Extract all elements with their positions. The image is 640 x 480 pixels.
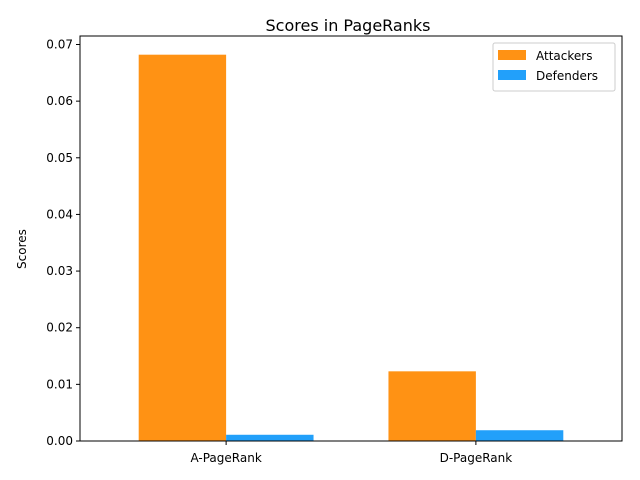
x-tick-label: A-PageRank <box>190 451 261 465</box>
bar-attackers-d-pagerank <box>388 371 476 441</box>
legend-label-attackers: Attackers <box>536 49 592 63</box>
y-axis-label: Scores <box>15 229 29 269</box>
bar-defenders-d-pagerank <box>475 430 564 441</box>
x-tick-label: D-PageRank <box>440 451 513 465</box>
legend: Attackers Defenders <box>492 42 616 92</box>
y-tick-label: 0.01 <box>46 377 73 391</box>
x-axis-ticks: A-PageRank D-PageRank <box>190 441 512 465</box>
y-tick-label: 0.05 <box>46 151 73 165</box>
chart-title: Scores in PageRanks <box>266 16 431 35</box>
bars-group <box>138 54 564 441</box>
bar-defenders-a-pagerank <box>226 434 314 441</box>
bar-attackers-a-pagerank <box>138 54 227 441</box>
y-tick-label: 0.06 <box>46 94 73 108</box>
y-tick-label: 0.02 <box>46 321 73 335</box>
y-tick-label: 0.04 <box>46 207 73 221</box>
y-axis-ticks: 0.00 0.01 0.02 0.03 0.04 0.05 0.06 0.07 <box>46 37 80 448</box>
y-tick-label: 0.07 <box>46 37 73 51</box>
legend-swatch-attackers <box>498 50 526 60</box>
legend-label-defenders: Defenders <box>536 69 598 83</box>
plot-frame <box>79 35 623 442</box>
legend-swatch-defenders <box>498 70 526 80</box>
y-tick-label: 0.03 <box>46 264 73 278</box>
y-tick-label: 0.00 <box>46 434 73 448</box>
